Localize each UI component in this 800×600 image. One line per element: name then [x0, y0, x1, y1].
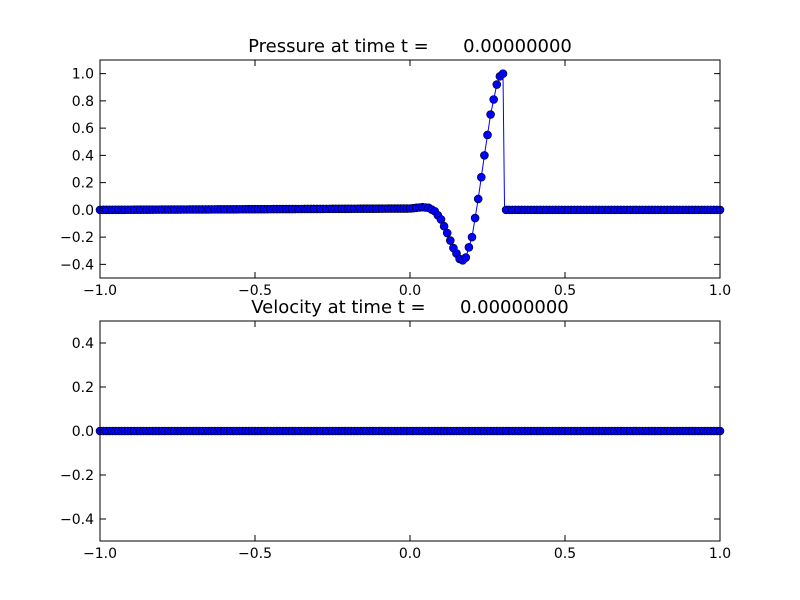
velocity-ytick-label: 0.4: [72, 336, 94, 352]
pressure-data-point: [489, 95, 499, 104]
pressure-ytick-label: −0.4: [60, 257, 94, 273]
pressure-data-point: [483, 130, 492, 140]
velocity-xtick-label: 1.0: [709, 546, 731, 562]
pressure-ytick-label: 0.0: [72, 203, 94, 219]
velocity-xtick-label: 0.5: [554, 546, 576, 562]
velocity-plot-ticks: −1.0 −0.5 0.0 0.5 1.0 −0.4 −0.2 0.0 0.2 0.4: [60, 321, 731, 562]
pressure-data-point: [492, 80, 502, 89]
pressure-data-point: [445, 236, 455, 245]
pressure-xtick-label: 0.0: [399, 283, 421, 299]
velocity-xtick-label: −1.0: [83, 546, 117, 562]
pressure-ytick-label: 0.8: [72, 94, 94, 110]
pressure-ytick-label: 0.4: [72, 148, 94, 164]
velocity-ytick-label: 0.0: [72, 424, 94, 440]
pressure-plot-ticks: −1.0 −0.5 0.0 0.5 1.0 −0.4 −0.2 0.0 0.2 0.4 0.6 0.8…: [60, 60, 731, 299]
velocity-ytick-label: −0.2: [60, 468, 94, 484]
pressure-xtick-label: −1.0: [83, 283, 117, 299]
pressure-data-point: [473, 194, 483, 204]
velocity-plot-frame: [99, 320, 721, 542]
pressure-data-point: [464, 243, 474, 252]
velocity-plot-marks: [95, 426, 725, 436]
pressure-ytick-label: 0.6: [72, 121, 94, 137]
pressure-xtick-label: 1.0: [709, 283, 731, 299]
pressure-data-point: [467, 232, 477, 242]
pressure-data-point: [486, 110, 495, 119]
velocity-ytick-label: 0.2: [72, 380, 94, 396]
pressure-plot-title: Pressure at time t = 0.00000000: [248, 36, 572, 57]
velocity-xtick-label: 0.0: [399, 546, 421, 562]
pressure-ytick-label: 1.0: [72, 67, 94, 83]
pressure-xtick-label: 0.5: [554, 283, 576, 299]
velocity-plot: Velocity at time t = 0.00000000 −1.0 −0.5…: [60, 297, 731, 562]
pressure-data-point: [476, 172, 486, 182]
pressure-xtick-label: −0.5: [238, 283, 272, 299]
pressure-plot: Pressure at time t = 0.00000000 −1.0 −0.5…: [60, 36, 731, 299]
pressure-data-point: [442, 228, 452, 238]
pressure-data-point: [470, 213, 480, 223]
velocity-xtick-label: −0.5: [238, 546, 272, 562]
pressure-data-point: [461, 253, 471, 262]
pressure-ytick-label: −0.2: [60, 230, 94, 246]
velocity-ytick-label: −0.4: [60, 512, 94, 528]
pressure-data-point: [498, 69, 508, 78]
pressure-plot-marks: [95, 69, 725, 265]
pressure-plot-frame: [99, 59, 721, 279]
velocity-plot-title: Velocity at time t = 0.00000000: [251, 297, 569, 318]
pressure-data-point: [480, 151, 489, 160]
pressure-ytick-label: 0.2: [72, 176, 94, 192]
